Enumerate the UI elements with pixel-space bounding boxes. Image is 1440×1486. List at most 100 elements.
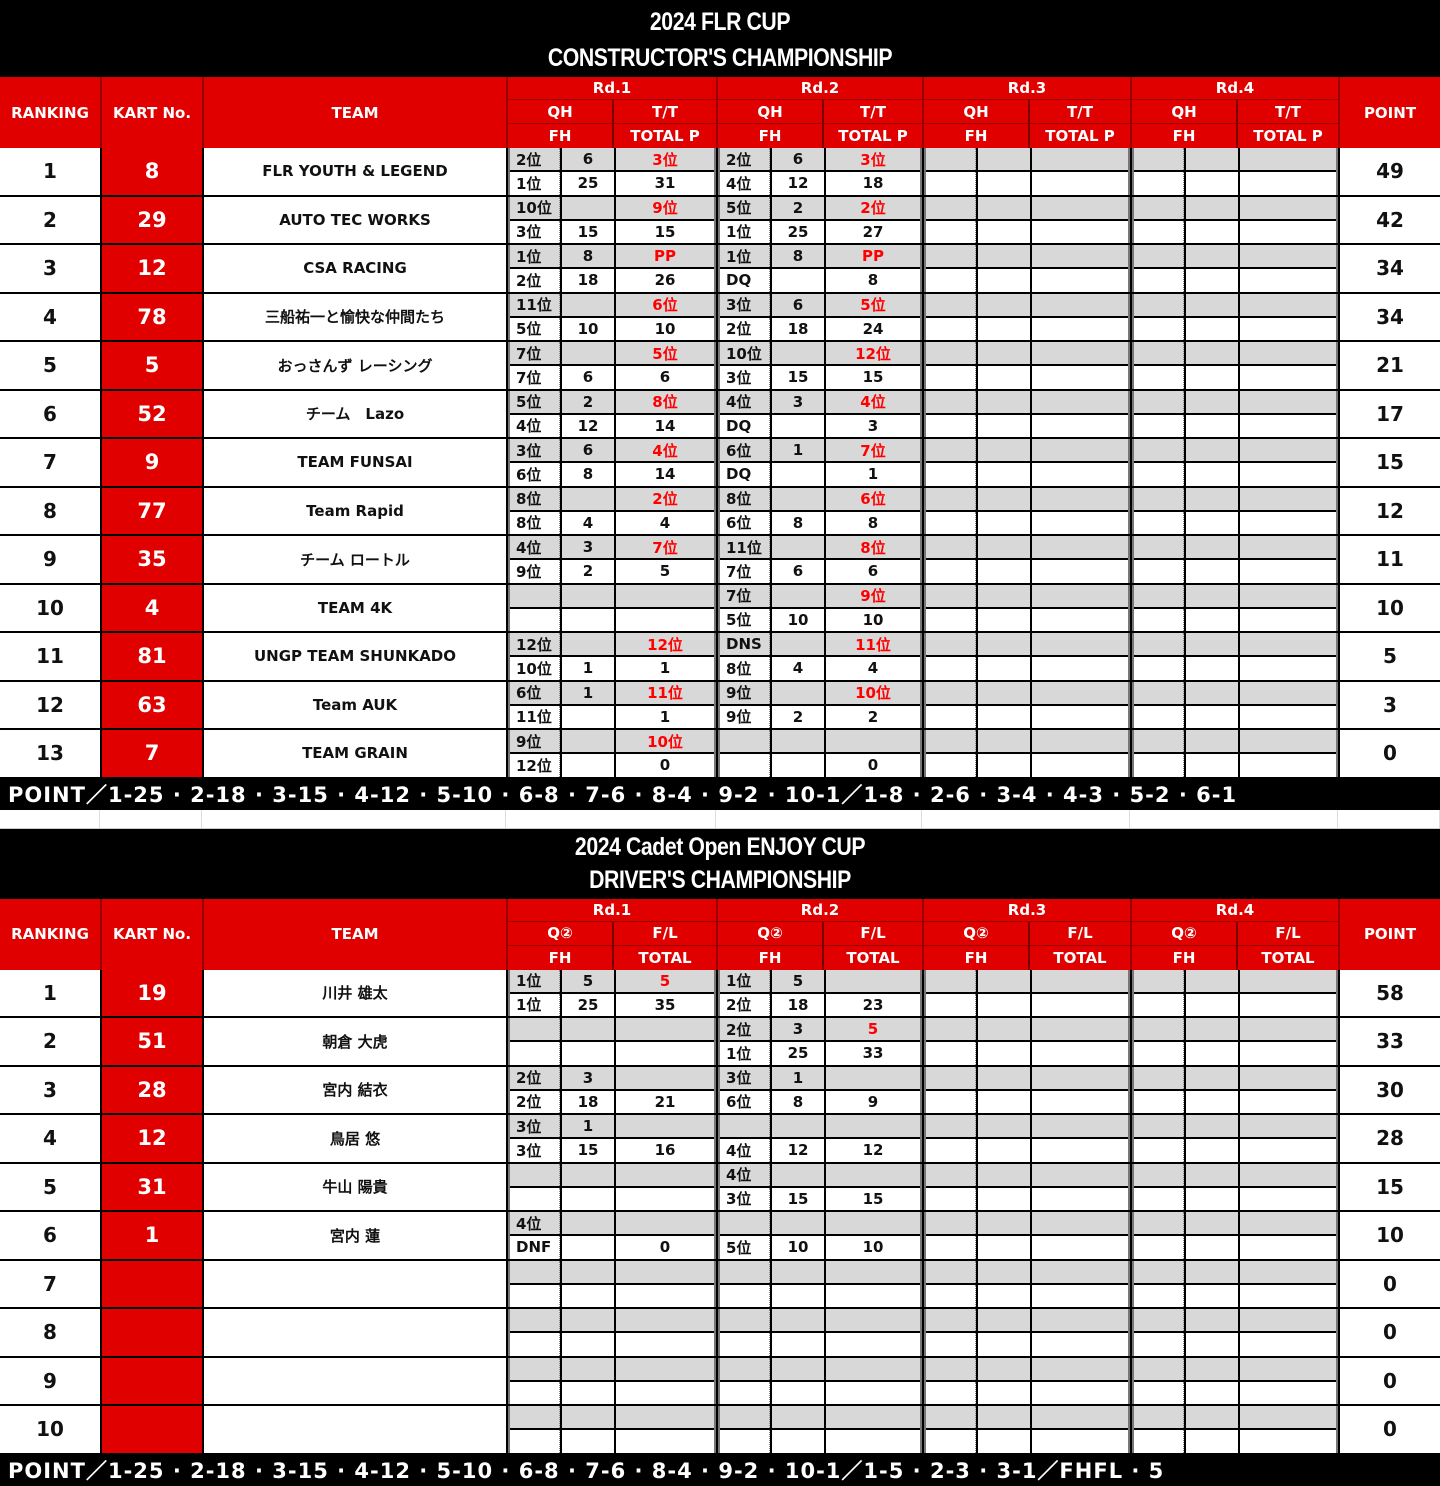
position-cell: 11位 — [510, 293, 560, 316]
points-legend: POINT／1-25 · 2-18 · 3-15 · 4-12 · 5-10 ·… — [0, 1454, 1440, 1486]
position-cell — [926, 1066, 976, 1089]
tt-position-cell — [1240, 196, 1336, 219]
position-cell: DNS — [720, 633, 770, 656]
tt-position-cell — [616, 1163, 714, 1186]
tt-position-cell — [1032, 1309, 1128, 1332]
round-result: 6位 1 11位 11位 1 — [508, 681, 716, 728]
position-cell: 1位 — [720, 245, 770, 268]
points-cell — [562, 342, 614, 365]
round-result — [508, 1357, 716, 1404]
round-result — [924, 1357, 1130, 1404]
points-cell — [772, 463, 824, 486]
total-point-cell: 30 — [1340, 1066, 1440, 1113]
total-cell: 8 — [826, 269, 920, 292]
kart-number-cell: 35 — [102, 536, 202, 583]
final-result-row — [720, 1381, 920, 1404]
tt-position-cell — [1032, 342, 1128, 365]
qualifying-result-row — [926, 1309, 1128, 1332]
position-cell — [926, 293, 976, 316]
points-cell — [978, 366, 1030, 389]
position-cell: 5位 — [510, 390, 560, 413]
kart-number-cell: 28 — [102, 1066, 202, 1113]
points-cell — [1186, 1018, 1238, 1041]
rank-cell: 12 — [0, 681, 100, 728]
position-cell — [1134, 463, 1184, 486]
table-row: 4 78 三船祐一と愉快な仲間たち 11位 6位 5位 10 10 3位 6 5位 2位 18 24 34 — [0, 293, 1440, 342]
points-cell — [978, 439, 1030, 462]
final-header: T/T — [1030, 100, 1130, 123]
point-header: POINT — [1340, 77, 1440, 148]
rank-cell: 6 — [0, 1212, 100, 1259]
final-result-row: 1位 25 33 — [720, 1042, 920, 1065]
tt-position-cell — [826, 1212, 920, 1235]
round-subheader-top: Q② F/L — [718, 921, 922, 945]
final-result-row: 2位 18 21 — [510, 1090, 714, 1113]
total-header: TOTAL P — [824, 124, 922, 148]
points-cell — [1186, 633, 1238, 656]
position-cell — [1134, 633, 1184, 656]
kart-number-cell: 51 — [102, 1018, 202, 1065]
points-cell: 18 — [562, 1090, 614, 1113]
points-cell — [1186, 463, 1238, 486]
team-name-cell — [204, 1406, 506, 1453]
total-cell: 14 — [616, 414, 714, 437]
total-header: TOTAL P — [614, 124, 716, 148]
round-subheader-top: Q② F/L — [924, 921, 1130, 945]
qualifying-result-row — [510, 1309, 714, 1332]
points-cell — [562, 754, 614, 777]
points-cell — [1186, 293, 1238, 316]
points-cell — [1186, 1284, 1238, 1307]
kart-number-cell: 52 — [102, 390, 202, 437]
final-result-row: 3位 15 16 — [510, 1139, 714, 1162]
position-cell: 6位 — [720, 1090, 770, 1113]
total-header: TOTAL — [614, 945, 716, 970]
position-cell: 11位 — [720, 536, 770, 559]
points-cell — [978, 487, 1030, 510]
position-cell — [1134, 1309, 1184, 1332]
points-cell — [978, 390, 1030, 413]
total-cell — [1240, 269, 1336, 292]
position-cell — [1134, 269, 1184, 292]
final-result-row — [1134, 1284, 1336, 1307]
position-cell: 6位 — [510, 463, 560, 486]
fh-header: FH — [508, 124, 612, 148]
total-cell — [1240, 172, 1336, 195]
kart-number-cell: 63 — [102, 681, 202, 728]
team-name-cell: 宮内 結衣 — [204, 1066, 506, 1113]
tt-position-cell: 3位 — [616, 148, 714, 171]
points-cell — [1186, 487, 1238, 510]
qualifying-result-row — [926, 342, 1128, 365]
title-line-2: CONSTRUCTOR'S CHAMPIONSHIP — [547, 44, 893, 72]
total-point-cell: 3 — [1340, 681, 1440, 728]
total-point-cell: 5 — [1340, 633, 1440, 680]
position-cell — [1134, 196, 1184, 219]
points-cell: 12 — [562, 414, 614, 437]
round-result: 0 — [718, 730, 922, 777]
kart-number-cell — [102, 1406, 202, 1453]
qualifying-header: Q② — [924, 921, 1028, 945]
position-cell — [720, 1212, 770, 1235]
position-cell — [1134, 730, 1184, 753]
rank-cell: 2 — [0, 1018, 100, 1065]
tt-position-cell: 7位 — [826, 439, 920, 462]
points-cell — [1186, 681, 1238, 704]
final-result-row — [1134, 1139, 1336, 1162]
qualifying-result-row: 2位 6 3位 — [720, 148, 920, 171]
qualifying-header: Q② — [508, 921, 612, 945]
round-result — [1132, 1066, 1338, 1113]
position-cell — [926, 993, 976, 1016]
points-cell — [1186, 1139, 1238, 1162]
final-result-row: 7位 6 6 — [510, 366, 714, 389]
position-cell — [926, 463, 976, 486]
total-cell — [1032, 463, 1128, 486]
position-cell: 10位 — [720, 342, 770, 365]
round-result: 9位 10位 12位 0 — [508, 730, 716, 777]
round-result — [1132, 1357, 1338, 1404]
rank-cell: 5 — [0, 1163, 100, 1210]
position-cell — [1134, 1236, 1184, 1259]
points-cell — [1186, 560, 1238, 583]
points-cell — [1186, 439, 1238, 462]
points-cell: 10 — [772, 1236, 824, 1259]
title-line-2: DRIVER'S CHAMPIONSHIP — [589, 865, 851, 894]
final-result-row — [926, 366, 1128, 389]
